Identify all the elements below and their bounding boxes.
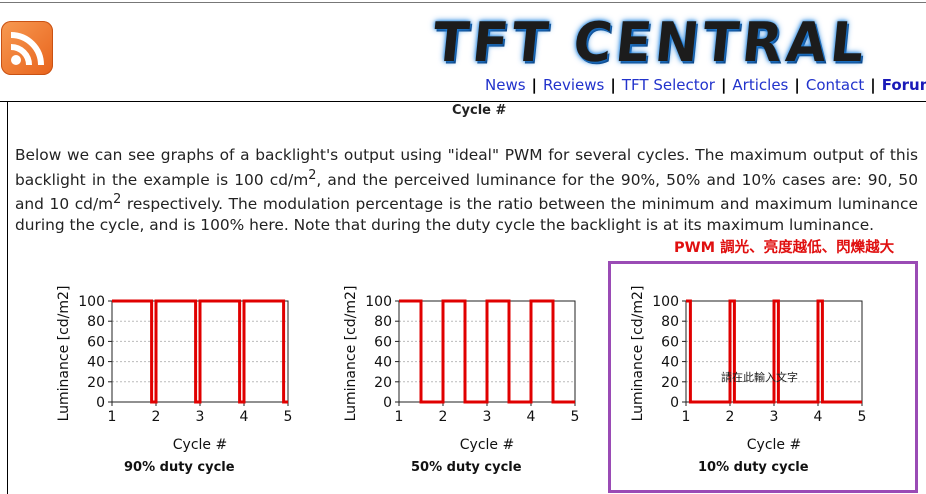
y-tick-label: 80 (374, 314, 392, 330)
x-tick-label: 3 (483, 409, 492, 425)
chart-10-svg: 0 20 40 60 80 100 1 2 3 4 5 Cycle # Luminance [cd/m2… (630, 286, 867, 453)
x-tick-label: 2 (439, 409, 448, 425)
x-tick-label: 2 (726, 409, 735, 425)
x-tick-label: 5 (858, 409, 867, 425)
paragraph-line: respectively. The modulation percentage … (121, 195, 715, 214)
nav-separator: | (610, 76, 616, 94)
y-tick-label: 60 (661, 334, 679, 350)
nav-separator: | (794, 76, 800, 94)
y-tick-label: 0 (96, 395, 105, 411)
x-tick-label: 3 (770, 409, 779, 425)
y-tick-label: 40 (87, 355, 105, 371)
superscript: 2 (308, 167, 317, 183)
paragraph-line: of this backlight in the example is 100 … (15, 146, 918, 189)
nav-separator: | (531, 76, 538, 94)
y-tick-label: 0 (383, 395, 392, 411)
content-left-border (7, 101, 8, 494)
paragraph-line: cases are: 90, 50 and 10 cd/m (15, 170, 918, 214)
x-axis-label: Cycle # (747, 437, 801, 453)
y-tick-label: 40 (374, 355, 392, 371)
nav-separator: | (720, 76, 727, 94)
y-tick-label: 20 (374, 375, 392, 391)
chart-title: 90% duty cycle (124, 460, 235, 475)
series-line (399, 299, 575, 404)
nav-tft-selector[interactable]: TFT Selector (621, 76, 715, 94)
x-tick-label: 3 (196, 409, 205, 425)
y-tick-label: 80 (661, 314, 679, 330)
y-tick-label: 100 (78, 294, 105, 310)
article-paragraph: Below we can see graphs of a backlight's… (15, 145, 918, 236)
rss-icon-glyph (10, 32, 44, 66)
y-axis-label: Luminance [cd/m2] (343, 286, 359, 422)
nav-forum[interactable]: Forum (881, 76, 926, 94)
x-axis-label: Cycle # (173, 437, 227, 453)
paragraph-line: , and the perceived luminance for the 90… (316, 170, 776, 189)
chart-10: 0 20 40 60 80 100 1 2 3 4 5 Cycle # Luminance [cd/m2… (626, 283, 926, 483)
y-tick-label: 100 (652, 294, 679, 310)
x-tick-label: 4 (240, 409, 249, 425)
nav-separator: | (870, 76, 876, 94)
y-tick-label: 100 (365, 294, 392, 310)
y-axis-label: Luminance [cd/m2] (630, 286, 646, 422)
x-tick-label: 1 (108, 409, 117, 425)
series-line (112, 299, 288, 404)
x-tick-label: 2 (152, 409, 161, 425)
nav-reviews[interactable]: Reviews (543, 76, 605, 94)
nav-contact[interactable]: Contact (805, 76, 865, 94)
chart-90: 0 20 40 60 80 100 1 2 3 4 5 Cycle # Luminance [cd/m2… (52, 283, 352, 483)
x-tick-label: 4 (814, 409, 823, 425)
paragraph-line: and maximum luminance during the cycle, … (15, 195, 918, 235)
rss-icon[interactable] (1, 21, 53, 75)
x-tick-label: 1 (682, 409, 691, 425)
red-annotation: PWM 調光、亮度越低、閃爍越大 (674, 240, 895, 256)
chart-50-svg: 0 20 40 60 80 100 1 2 3 4 5 Cycle # Luminance [cd/m2… (343, 286, 580, 453)
paragraph-line: at its maximum luminance. (662, 216, 875, 235)
x-tick-label: 5 (284, 409, 293, 425)
top-border (0, 2, 926, 3)
nav-news[interactable]: News (485, 76, 526, 94)
inset-text-placeholder[interactable]: 請在此輸入文字 (721, 371, 798, 384)
y-tick-label: 60 (87, 334, 105, 350)
highlight-box (608, 261, 918, 493)
top-nav: News | Reviews | TFT Selector | Articles | Conta… (485, 76, 926, 94)
y-axis-label: Luminance [cd/m2] (56, 286, 72, 422)
y-tick-label: 80 (87, 314, 105, 330)
y-tick-label: 20 (87, 375, 105, 391)
header-divider (0, 101, 926, 102)
chart-90-svg: 0 20 40 60 80 100 1 2 3 4 5 Cycle # Luminance [cd/m2… (56, 286, 293, 453)
site-logo[interactable]: TFT CENTRAL (429, 11, 871, 75)
series-line (686, 299, 862, 404)
nav-articles[interactable]: Articles (732, 76, 789, 94)
previous-chart-axis-label: Cycle # (452, 103, 507, 118)
x-tick-label: 1 (395, 409, 404, 425)
paragraph-line: Below we can see graphs of a backlight's… (15, 146, 864, 164)
x-tick-label: 4 (527, 409, 536, 425)
y-tick-label: 60 (374, 334, 392, 350)
chart-title: 50% duty cycle (411, 460, 522, 475)
x-axis-label: Cycle # (460, 437, 514, 453)
y-tick-label: 40 (661, 355, 679, 371)
superscript: 2 (113, 192, 122, 208)
x-tick-label: 5 (571, 409, 580, 425)
chart-50: 0 20 40 60 80 100 1 2 3 4 5 Cycle # Luminance [cd/m2… (339, 283, 639, 483)
y-tick-label: 0 (670, 395, 679, 411)
chart-title: 10% duty cycle (698, 460, 809, 475)
y-tick-label: 20 (661, 375, 679, 391)
